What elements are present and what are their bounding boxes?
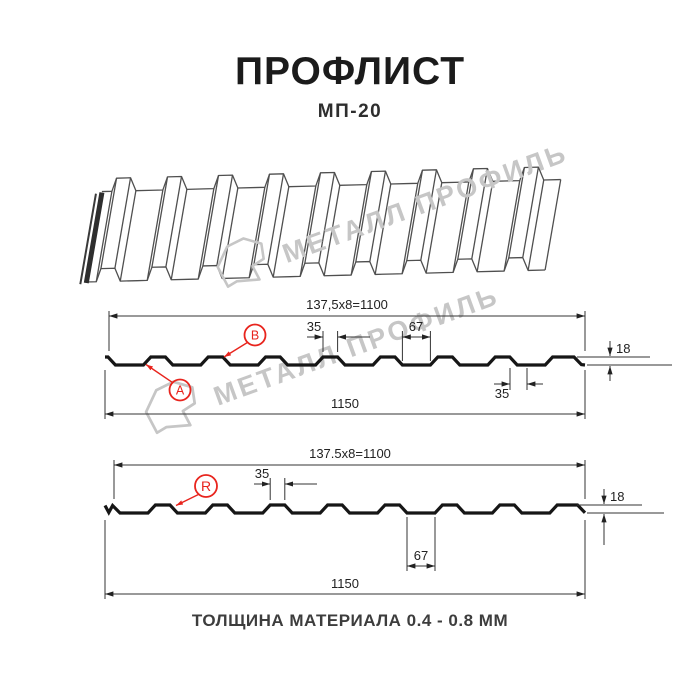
metall-profil-logo-icon [216, 237, 265, 288]
dim-label-valley: 67 [414, 548, 428, 563]
sheet-left-cut-edge [83, 192, 105, 284]
side-label-r: R [175, 474, 218, 507]
dim-label-valley: 67 [409, 319, 423, 334]
side-label-b: B [223, 323, 267, 358]
page-subtitle: МП-20 [317, 101, 383, 122]
dim-label-coverage: 137,5x8=1100 [306, 297, 388, 312]
dim-label-height: 18 [616, 341, 630, 356]
section-drawing-r: 137.5x8=1100 35 67 18 1150 [103, 446, 664, 599]
dim-label-overall: 1150 [331, 576, 359, 591]
sheet-back-edge [101, 166, 561, 193]
side-label-a-letter: A [176, 384, 185, 398]
metall-profil-logo-icon [144, 380, 197, 435]
footer-note: ТОЛЩИНА МАТЕРИАЛА 0.4 - 0.8 ММ [191, 611, 509, 630]
dim-coverage-width: 137.5x8=1100 [113, 446, 586, 499]
dim-coverage-width: 137,5x8=1100 [108, 297, 586, 351]
side-label-r-letter: R [201, 478, 211, 494]
dim-label-overall: 1150 [331, 396, 359, 411]
sheet-front-edge [86, 256, 546, 283]
watermark: МЕТАЛЛ ПРОФИЛЬ [207, 123, 574, 299]
profile-3d-view [79, 166, 562, 285]
dim-height: 18 [577, 489, 664, 545]
dim-valley-width: 67 [406, 517, 436, 571]
profile-outline-ab [105, 355, 586, 367]
dim-overall-width: 1150 [104, 370, 586, 419]
profile-outline-r [103, 502, 587, 516]
section-drawing-ab: 137,5x8=1100 35 67 18 35 [104, 297, 672, 419]
dim-label-crest: 35 [255, 466, 269, 481]
dim-label-bottom-crest: 35 [495, 386, 509, 401]
dim-label-crest: 35 [307, 319, 321, 334]
dim-height: 18 [577, 341, 672, 381]
watermark: МЕТАЛЛ ПРОФИЛЬ [135, 265, 507, 445]
dim-label-coverage: 137.5x8=1100 [309, 446, 391, 461]
dim-valley-width: 67 [401, 319, 431, 361]
page-title: ПРОФЛИСТ [234, 50, 466, 93]
dim-overall-width: 1150 [104, 520, 586, 599]
dim-label-height: 18 [610, 489, 624, 504]
sheet-right-cut-edge [544, 179, 562, 271]
side-label-a: A [145, 363, 192, 402]
dim-crest-width: 35 [307, 319, 370, 352]
dim-bottom-crest: 35 [494, 368, 543, 401]
dim-crest-width: 35 [254, 466, 317, 500]
side-label-b-letter: B [251, 329, 259, 343]
